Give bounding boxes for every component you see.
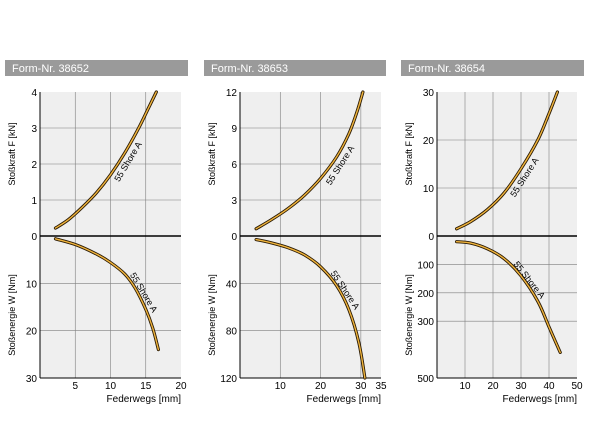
y-tick-label-force: 1	[31, 196, 37, 207]
plot-area	[240, 92, 381, 378]
chart-title: Form-Nr. 38654	[408, 63, 485, 75]
y-axis-label-energy: Stoßenergie W [Nm]	[7, 274, 17, 356]
series-line-top	[54, 91, 157, 229]
y-tick-label-energy: 30	[26, 374, 38, 385]
chart-header-bar	[401, 60, 584, 76]
y-tick-label-force: 20	[423, 136, 435, 147]
x-tick-label: 20	[315, 381, 327, 392]
x-tick-label: 50	[571, 381, 583, 392]
series-line-top	[255, 91, 364, 230]
plot-area	[437, 92, 577, 378]
y-axis-label-force: Stoßkraft F [kN]	[404, 122, 414, 185]
y-tick-label-force: 3	[231, 196, 237, 207]
x-axis-label: Federwegs [mm]	[307, 394, 382, 405]
series-line-top	[455, 91, 559, 230]
chart-title: Form-Nr. 38652	[12, 63, 89, 75]
y-axis-label-energy: Stoßenergie W [Nm]	[404, 274, 414, 356]
chart-header-bar	[5, 60, 188, 76]
chart-title: Form-Nr. 38653	[211, 63, 288, 75]
chart-panel-1: Form-Nr. 38652 5 10 15 20 0 1 2 3 4 10 20 30 Stoßkraf…	[5, 60, 188, 405]
y-tick-label-force: 0	[428, 232, 434, 243]
x-tick-label: 20	[175, 381, 187, 392]
x-tick-label: 30	[515, 381, 527, 392]
y-tick-label-force: 9	[231, 124, 237, 135]
x-tick-label: 5	[72, 381, 78, 392]
y-tick-label-energy: 20	[26, 327, 38, 338]
y-tick-label-force: 0	[231, 232, 237, 243]
y-tick-label-force: 6	[231, 160, 237, 171]
x-axis-label: Federwegs [mm]	[107, 394, 182, 405]
y-tick-label-energy: 40	[226, 279, 238, 290]
series-line-bottom	[255, 238, 366, 379]
y-tick-label-force: 30	[423, 88, 435, 99]
y-tick-label-energy: 80	[226, 327, 238, 338]
series-line-bottom	[455, 241, 561, 354]
y-axis-label-energy: Stoßenergie W [Nm]	[207, 274, 217, 356]
y-tick-label-energy: 500	[417, 374, 434, 385]
series-line-bottom	[54, 238, 160, 351]
y-tick-label-force: 4	[31, 88, 37, 99]
y-tick-label-force: 10	[423, 184, 435, 195]
y-axis-label-force: Stoßkraft F [kN]	[207, 122, 217, 185]
x-tick-label: 15	[140, 381, 152, 392]
x-tick-label: 40	[543, 381, 555, 392]
y-tick-label-energy: 120	[220, 374, 237, 385]
x-tick-label: 30	[355, 381, 367, 392]
chart-panel-2: Form-Nr. 38653 10 20 30 35 0 3 6 9 12 40 80 120 Stoßk…	[204, 60, 387, 405]
x-tick-label: 10	[105, 381, 117, 392]
x-tick-label: 10	[459, 381, 471, 392]
x-axis-label: Federwegs [mm]	[503, 394, 578, 405]
y-tick-label-energy: 10	[26, 279, 38, 290]
x-tick-label: 35	[375, 381, 387, 392]
y-tick-label-energy: 100	[417, 260, 434, 271]
y-axis-label-force: Stoßkraft F [kN]	[7, 122, 17, 185]
y-tick-label-energy: 300	[417, 317, 434, 328]
y-tick-label-force: 2	[31, 160, 37, 171]
y-tick-label-force: 0	[31, 232, 37, 243]
x-tick-label: 20	[487, 381, 499, 392]
x-tick-label: 10	[275, 381, 287, 392]
chart-header-bar	[204, 60, 386, 76]
y-tick-label-energy: 200	[417, 289, 434, 300]
y-tick-label-force: 3	[31, 124, 37, 135]
y-tick-label-force: 12	[226, 88, 238, 99]
